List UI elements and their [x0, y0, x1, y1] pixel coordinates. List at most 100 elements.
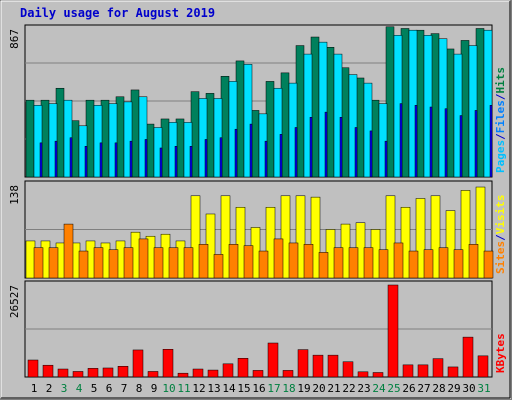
x-tick-day-24: 24: [372, 382, 386, 395]
x-tick-day-10: 10: [162, 382, 175, 395]
bar-sites-day-1: [33, 247, 44, 279]
bar-pages-day-31: [489, 105, 493, 178]
x-tick-day-5: 5: [91, 382, 98, 395]
bar-pages-day-16: [264, 140, 268, 178]
bar-kbytes-day-20: [312, 354, 324, 378]
series-pages: [39, 103, 493, 178]
bar-pages-day-21: [339, 117, 343, 178]
series-kbytes: [27, 284, 489, 378]
bar-sites-day-4: [78, 250, 89, 279]
bar-pages-day-23: [369, 130, 373, 178]
panel-visits_sites: 138 Sites/Visits: [8, 180, 507, 279]
bar-pages-day-30: [474, 110, 478, 178]
bar-kbytes-day-5: [87, 368, 99, 378]
legend-item: /: [494, 234, 507, 241]
bar-sites-day-19: [303, 244, 314, 279]
bar-kbytes-day-21: [327, 354, 339, 378]
x-tick-day-30: 30: [462, 382, 475, 395]
bar-sites-day-16: [258, 250, 269, 279]
x-tick-day-2: 2: [46, 382, 53, 395]
bar-sites-day-20: [318, 252, 329, 279]
bar-kbytes-day-17: [267, 342, 279, 378]
bar-hits-day-1: [25, 99, 35, 178]
bar-kbytes-day-29: [447, 366, 459, 378]
x-tick-day-8: 8: [136, 382, 143, 395]
bar-files-day-27: [423, 35, 433, 178]
bar-pages-day-27: [429, 106, 433, 178]
bar-pages-day-28: [444, 108, 448, 178]
bar-visits-day-29: [445, 210, 456, 279]
bar-kbytes-day-4: [72, 371, 84, 378]
bar-pages-day-12: [204, 139, 208, 178]
legend-item: Pages: [494, 140, 507, 173]
bar-sites-day-8: [138, 238, 149, 279]
bar-sites-day-2: [48, 247, 59, 279]
bar-sites-day-12: [198, 244, 209, 279]
bar-visits-day-1: [25, 240, 36, 279]
bar-sites-day-24: [378, 249, 389, 279]
x-tick-day-9: 9: [151, 382, 158, 395]
x-tick-day-16: 16: [252, 382, 265, 395]
bar-files-day-21: [333, 53, 343, 178]
bar-kbytes-day-6: [102, 367, 114, 378]
bar-kbytes-day-26: [402, 364, 414, 378]
bar-sites-day-26: [408, 250, 419, 279]
y-max-label: 138: [8, 185, 21, 205]
bar-kbytes-day-1: [27, 359, 39, 378]
bar-visits-day-18: [280, 195, 291, 279]
bar-files-day-26: [408, 29, 418, 178]
bar-sites-day-17: [273, 238, 284, 279]
bar-visits-day-27: [415, 198, 426, 279]
bar-sites-day-23: [363, 247, 374, 279]
bar-pages-day-18: [294, 127, 298, 178]
bar-kbytes-day-19: [297, 349, 309, 378]
bar-files-day-1: [33, 105, 43, 178]
x-tick-day-7: 7: [121, 382, 128, 395]
bar-kbytes-day-8: [132, 349, 144, 378]
x-tick-day-21: 21: [327, 382, 340, 395]
bar-sites-day-10: [168, 247, 179, 279]
bar-visits-day-28: [430, 195, 441, 279]
bar-sites-day-29: [453, 249, 464, 279]
panel-kbytes: 26527 KBytes: [8, 280, 507, 378]
bar-pages-day-20: [324, 111, 328, 178]
bar-sites-day-5: [93, 247, 104, 279]
bar-sites-day-22: [348, 247, 359, 279]
x-tick-day-18: 18: [282, 382, 295, 395]
bar-kbytes-day-14: [222, 363, 234, 378]
x-tick-day-25: 25: [387, 382, 400, 395]
bar-pages-day-17: [279, 134, 283, 178]
series-visits: [25, 186, 486, 279]
x-tick-day-23: 23: [357, 382, 370, 395]
bar-pages-day-22: [354, 127, 358, 178]
series-sites: [33, 223, 494, 279]
bar-sites-day-14: [228, 244, 239, 279]
bar-kbytes-day-28: [432, 358, 444, 378]
bar-files-day-31: [483, 29, 493, 178]
bar-sites-day-3: [63, 223, 74, 279]
x-tick-day-11: 11: [177, 382, 190, 395]
bar-files-day-7: [123, 101, 133, 178]
bar-pages-day-9: [159, 147, 163, 178]
bar-pages-day-11: [189, 146, 193, 178]
x-tick-day-20: 20: [312, 382, 325, 395]
bar-kbytes-day-27: [417, 364, 429, 378]
bar-kbytes-day-31: [477, 355, 489, 378]
bar-pages-day-13: [219, 137, 223, 178]
bar-sites-day-25: [393, 242, 404, 279]
bar-kbytes-day-12: [192, 368, 204, 378]
bar-sites-day-15: [243, 245, 254, 279]
x-tick-day-29: 29: [447, 382, 460, 395]
x-tick-day-15: 15: [237, 382, 250, 395]
x-tick-day-4: 4: [76, 382, 83, 395]
legend-item: Hits: [494, 67, 507, 94]
x-tick-day-6: 6: [106, 382, 113, 395]
bar-files-day-2: [48, 103, 58, 178]
bar-pages-day-1: [39, 142, 43, 178]
bar-visits-day-25: [385, 195, 396, 279]
bar-visits-day-12: [190, 195, 201, 279]
legend-item: /: [494, 133, 507, 140]
bar-visits-day-14: [220, 195, 231, 279]
bar-pages-day-10: [174, 146, 178, 178]
x-tick-day-26: 26: [402, 382, 415, 395]
